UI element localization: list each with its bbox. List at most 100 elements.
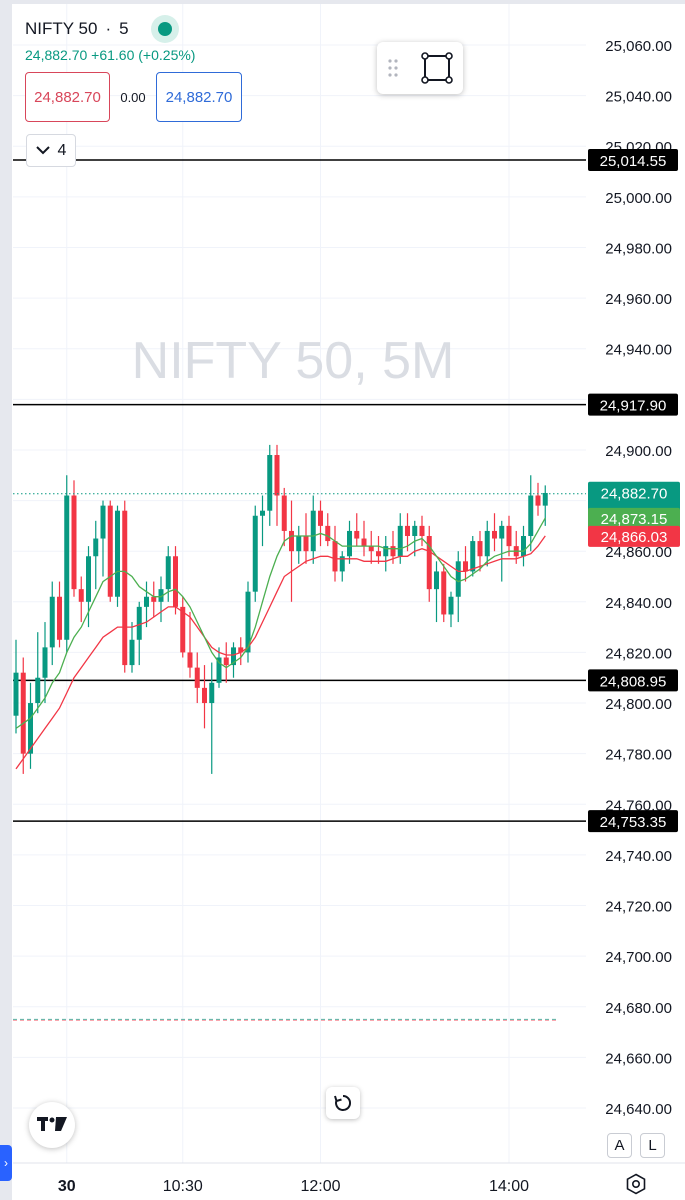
candle-body bbox=[484, 530, 490, 557]
price-tick-label: 24,760.00 bbox=[605, 797, 672, 814]
candle-body bbox=[144, 596, 149, 607]
candle-body bbox=[194, 667, 200, 688]
candle-body bbox=[252, 515, 258, 592]
price-tick-label: 24,740.00 bbox=[605, 848, 672, 865]
price-axis-background bbox=[586, 4, 685, 1163]
level-price-label: 24,917.90 bbox=[600, 398, 667, 415]
price-tick-label: 24,720.00 bbox=[605, 899, 672, 916]
candle-body bbox=[405, 525, 410, 537]
price-tick-label: 24,980.00 bbox=[605, 240, 672, 257]
market-open-icon bbox=[157, 22, 172, 36]
candle-body bbox=[332, 541, 338, 572]
candle-body bbox=[492, 530, 497, 539]
candle-body bbox=[434, 571, 439, 590]
chevron-down-icon bbox=[35, 146, 50, 155]
candle-body bbox=[455, 561, 461, 597]
candle-body bbox=[368, 546, 374, 552]
reset-chart-button[interactable] bbox=[326, 1087, 360, 1119]
candle-body bbox=[274, 455, 280, 496]
candle-body bbox=[78, 589, 84, 602]
candle-body bbox=[122, 510, 128, 666]
price-tick-label: 24,940.00 bbox=[605, 342, 672, 359]
candle-body bbox=[49, 596, 55, 648]
ma-fast-tag bbox=[588, 507, 680, 529]
candle-body bbox=[71, 495, 77, 590]
rectangle-tool-icon[interactable] bbox=[421, 52, 453, 84]
chart-watermark: NIFTY 50, 5M bbox=[132, 332, 455, 390]
interval-label: 5 bbox=[119, 19, 129, 38]
candle-body bbox=[448, 596, 454, 615]
candle-body bbox=[318, 510, 323, 526]
symbol-title[interactable]: NIFTY 50 · 5 bbox=[25, 15, 179, 43]
candle-body bbox=[136, 606, 142, 640]
settings-icon[interactable] bbox=[625, 1173, 647, 1195]
drag-handle-icon[interactable] bbox=[387, 58, 399, 78]
candle-body bbox=[100, 505, 106, 539]
level-price-tag bbox=[588, 669, 678, 692]
candle-body bbox=[107, 505, 113, 597]
ma-slow-tag bbox=[588, 525, 680, 547]
candle-body bbox=[151, 596, 157, 602]
left-panel-strip bbox=[0, 0, 12, 1200]
candle-body bbox=[245, 591, 251, 653]
candle-body bbox=[158, 589, 164, 602]
last-price-label: 24,882.70 bbox=[601, 486, 668, 503]
candle-body bbox=[289, 530, 294, 552]
sell-button[interactable]: 24,882.70 bbox=[25, 72, 110, 122]
candle-body bbox=[64, 495, 70, 640]
price-tick-label: 24,780.00 bbox=[605, 747, 672, 764]
candle-body bbox=[303, 536, 309, 552]
price-tick-label: 24,840.00 bbox=[605, 595, 672, 612]
price-tick-label: 24,820.00 bbox=[605, 645, 672, 662]
chevron-right-icon: › bbox=[4, 1156, 8, 1170]
candle-body bbox=[542, 492, 548, 506]
tradingview-logo[interactable] bbox=[29, 1102, 75, 1148]
candle-body bbox=[165, 556, 171, 590]
candle-body bbox=[310, 510, 316, 552]
candle-body bbox=[202, 687, 207, 704]
indicator-count: 4 bbox=[57, 141, 67, 159]
price-tick-label: 24,640.00 bbox=[605, 1101, 672, 1118]
candle-body bbox=[57, 596, 62, 640]
candle-body bbox=[412, 525, 418, 537]
candle-body bbox=[20, 672, 26, 754]
candle-body bbox=[354, 530, 360, 539]
top-border bbox=[0, 0, 685, 4]
auto-scale-button[interactable]: A bbox=[607, 1133, 632, 1158]
candle-body bbox=[441, 571, 447, 615]
title-separator: · bbox=[105, 19, 112, 38]
candle-body bbox=[86, 556, 91, 602]
drawing-toolbar bbox=[377, 42, 463, 94]
candle-body bbox=[376, 551, 381, 557]
time-tick-label: 14:00 bbox=[489, 1178, 529, 1195]
candle-body bbox=[129, 639, 135, 666]
price-tick-label: 25,000.00 bbox=[605, 190, 672, 207]
candle-body bbox=[296, 536, 302, 552]
moving-average-slow-line bbox=[15, 535, 546, 770]
time-tick-label: 10:30 bbox=[163, 1178, 203, 1195]
candle-body bbox=[187, 652, 193, 668]
buy-button[interactable]: 24,882.70 bbox=[156, 72, 242, 122]
candle-body bbox=[35, 677, 41, 704]
candle-body bbox=[216, 657, 222, 683]
candle-body bbox=[470, 541, 476, 572]
candle-body bbox=[477, 541, 483, 557]
price-tick-label: 24,960.00 bbox=[605, 291, 672, 308]
candle-body bbox=[463, 561, 468, 572]
price-change: 24,882.70 +61.60 (+0.25%) bbox=[25, 47, 196, 63]
log-scale-button[interactable]: L bbox=[640, 1133, 665, 1158]
candle-body bbox=[115, 510, 120, 597]
candle-body bbox=[267, 455, 273, 511]
candle-body bbox=[42, 647, 48, 678]
expand-panel-button[interactable]: › bbox=[0, 1145, 12, 1181]
candle-body bbox=[506, 525, 512, 547]
level-price-tag bbox=[588, 810, 678, 833]
indicators-toggle-button[interactable]: 4 bbox=[26, 134, 76, 167]
candle-body bbox=[528, 495, 534, 537]
candle-body bbox=[521, 536, 526, 557]
candle-body bbox=[13, 672, 19, 716]
candle-body bbox=[325, 525, 331, 542]
price-tick-label: 25,060.00 bbox=[605, 38, 672, 55]
symbol-name: NIFTY 50 bbox=[25, 19, 98, 38]
